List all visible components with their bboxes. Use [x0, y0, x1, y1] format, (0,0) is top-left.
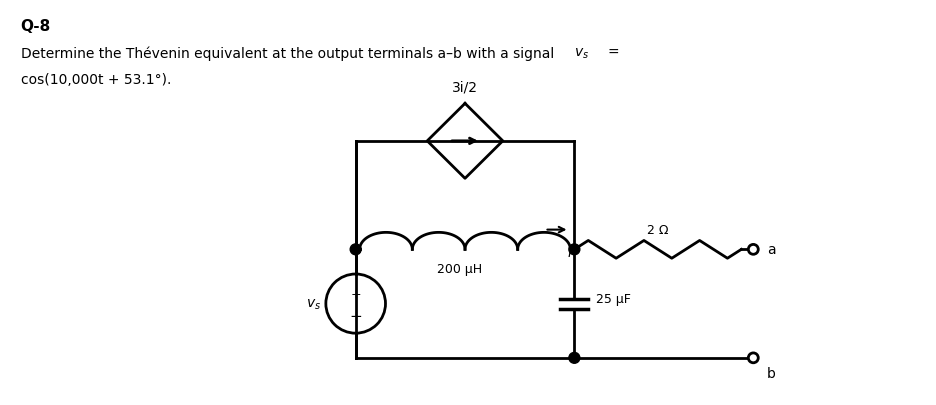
Circle shape — [569, 352, 579, 363]
Text: b: b — [768, 366, 776, 380]
Text: Q-8: Q-8 — [21, 19, 51, 34]
Circle shape — [569, 244, 579, 255]
Text: $v_s$: $v_s$ — [306, 296, 321, 311]
Text: Determine the Thévenin equivalent at the output terminals a–b with a signal: Determine the Thévenin equivalent at the… — [21, 46, 558, 60]
Text: −: − — [349, 308, 362, 323]
Circle shape — [350, 244, 361, 255]
Text: 200 μH: 200 μH — [437, 262, 483, 275]
Circle shape — [748, 245, 758, 255]
Text: $i$: $i$ — [566, 245, 572, 260]
Text: =: = — [607, 46, 619, 60]
Text: 3i/2: 3i/2 — [452, 80, 478, 94]
Circle shape — [748, 353, 758, 363]
Text: 25 μF: 25 μF — [596, 292, 631, 305]
Text: a: a — [768, 243, 776, 257]
Text: cos(10,000t + 53.1°).: cos(10,000t + 53.1°). — [21, 72, 171, 87]
Text: $v_s$: $v_s$ — [575, 46, 590, 60]
Text: +: + — [350, 288, 361, 301]
Text: 2 Ω: 2 Ω — [647, 223, 668, 236]
